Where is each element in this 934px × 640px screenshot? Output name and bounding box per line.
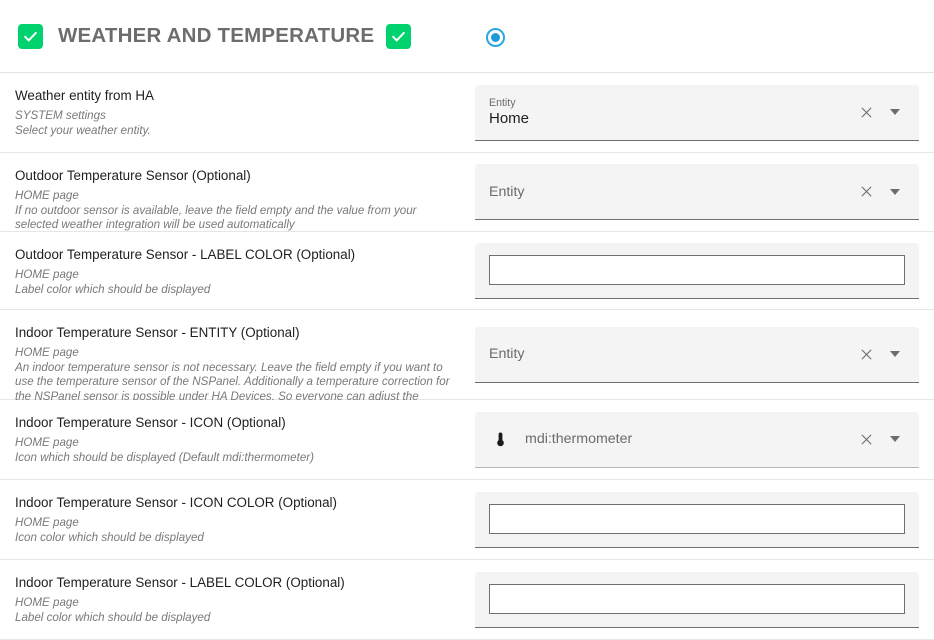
setting-label: Indoor Temperature Sensor - ICON (Option… [15, 415, 286, 430]
setting-help-text: An indoor temperature sensor is not nece… [15, 360, 450, 418]
chevron-down-icon[interactable] [885, 182, 905, 202]
setting-label: Outdoor Temperature Sensor - LABEL COLOR… [15, 247, 356, 262]
setting-label-block: Indoor Temperature Sensor - LABEL COLOR … [0, 560, 474, 639]
setting-label: Weather entity from HA [15, 88, 154, 103]
setting-label-block: Outdoor Temperature Sensor - LABEL COLOR… [0, 232, 474, 309]
color-picker-field[interactable] [475, 571, 919, 628]
setting-row-indoor-icon-color: Indoor Temperature Sensor - ICON COLOR (… [0, 480, 934, 560]
color-swatch-input[interactable] [489, 504, 905, 534]
field-actions [856, 344, 911, 364]
setting-description: HOME page Icon which should be displayed… [15, 436, 456, 465]
setting-control-block: Entity [474, 153, 934, 231]
setting-label-block: Outdoor Temperature Sensor (Optional) HO… [0, 153, 474, 231]
setting-help-text: If no outdoor sensor is available, leave… [15, 203, 417, 232]
setting-row-indoor-temp-entity: Indoor Temperature Sensor - ENTITY (Opti… [0, 310, 934, 417]
entity-select-field[interactable]: Entity Home [475, 84, 919, 141]
entity-select-field[interactable]: Entity [475, 326, 919, 383]
setting-row-indoor-label-color: Indoor Temperature Sensor - LABEL COLOR … [0, 560, 934, 640]
icon-field-value[interactable]: mdi:thermometer [525, 431, 633, 447]
entity-field-placeholder: Entity [489, 346, 525, 362]
setting-label-block: Indoor Temperature Sensor - ICON COLOR (… [0, 480, 474, 559]
color-picker-field[interactable] [475, 491, 919, 548]
field-actions [856, 102, 911, 122]
section-radio-selected[interactable] [484, 26, 506, 48]
section-enable-checkbox-left[interactable] [18, 23, 43, 49]
setting-help-text: Label color which should be displayed [15, 282, 211, 296]
setting-control-block: Entity [474, 310, 934, 399]
setting-description: HOME page If no outdoor sensor is availa… [15, 189, 456, 233]
clear-icon[interactable] [856, 344, 876, 364]
setting-control-block: mdi:thermometer [474, 400, 934, 479]
icon-select-field[interactable]: mdi:thermometer [475, 411, 919, 468]
setting-control-block [474, 560, 934, 639]
setting-control-block: Entity Home [474, 73, 934, 152]
setting-label-block: Weather entity from HA SYSTEM settings S… [0, 73, 474, 152]
setting-description: SYSTEM settings Select your weather enti… [15, 109, 456, 138]
clear-icon[interactable] [856, 182, 876, 202]
section-header: WEATHER AND TEMPERATURE [0, 0, 934, 73]
setting-help-text: Icon which should be displayed (Default … [15, 450, 315, 464]
setting-label: Outdoor Temperature Sensor (Optional) [15, 168, 251, 183]
entity-field-value[interactable]: Home [489, 109, 530, 127]
setting-description: HOME page Icon color which should be dis… [15, 516, 456, 545]
setting-description: HOME page Label color which should be di… [15, 268, 456, 297]
setting-label-block: Indoor Temperature Sensor - ICON (Option… [0, 400, 474, 479]
color-swatch-input[interactable] [489, 584, 905, 614]
setting-help-text: Select your weather entity. [15, 123, 151, 137]
setting-row-outdoor-temp-sensor: Outdoor Temperature Sensor (Optional) HO… [0, 153, 934, 232]
setting-description: HOME page Label color which should be di… [15, 596, 456, 625]
radio-outer-ring [485, 27, 505, 47]
setting-label: Indoor Temperature Sensor - ENTITY (Opti… [15, 325, 300, 340]
color-picker-field[interactable] [475, 242, 919, 299]
setting-label: Indoor Temperature Sensor - LABEL COLOR … [15, 575, 345, 590]
setting-label-block: Indoor Temperature Sensor - ENTITY (Opti… [0, 310, 474, 417]
section-title: WEATHER AND TEMPERATURE [58, 24, 375, 47]
setting-row-indoor-temp-icon: Indoor Temperature Sensor - ICON (Option… [0, 400, 934, 480]
setting-scope: HOME page [15, 189, 79, 202]
entity-select-body: Entity Home [489, 85, 856, 140]
setting-help-text: Label color which should be displayed [15, 610, 211, 624]
setting-help-text: Icon color which should be displayed [15, 530, 204, 544]
setting-row-outdoor-label-color: Outdoor Temperature Sensor - LABEL COLOR… [0, 232, 934, 310]
chevron-down-icon[interactable] [885, 102, 905, 122]
entity-field-placeholder: Entity [489, 183, 525, 200]
setting-row-weather-entity: Weather entity from HA SYSTEM settings S… [0, 73, 934, 153]
thermometer-icon [489, 430, 511, 449]
setting-description: HOME page An indoor temperature sensor i… [15, 346, 456, 419]
setting-label: Indoor Temperature Sensor - ICON COLOR (… [15, 495, 337, 510]
entity-select-stack: Entity Home [489, 85, 529, 140]
chevron-down-icon[interactable] [885, 429, 905, 449]
setting-scope: SYSTEM settings [15, 109, 106, 122]
setting-scope: HOME page [15, 516, 79, 529]
setting-scope: HOME page [15, 268, 79, 281]
setting-scope: HOME page [15, 346, 79, 359]
radio-inner-dot [490, 32, 500, 42]
clear-icon[interactable] [856, 429, 876, 449]
field-actions [856, 429, 911, 449]
color-swatch-input[interactable] [489, 255, 905, 285]
setting-scope: HOME page [15, 596, 79, 609]
entity-select-body: Entity [489, 327, 856, 382]
icon-select-body: mdi:thermometer [525, 412, 856, 467]
setting-control-block [474, 480, 934, 559]
entity-select-body: Entity [489, 164, 856, 219]
clear-icon[interactable] [856, 102, 876, 122]
entity-select-field[interactable]: Entity [475, 164, 919, 220]
setting-scope: HOME page [15, 436, 79, 449]
setting-control-block [474, 232, 934, 309]
section-enable-checkbox-right[interactable] [386, 23, 412, 49]
chevron-down-icon[interactable] [885, 344, 905, 364]
entity-field-label: Entity [489, 96, 516, 109]
field-actions [856, 182, 911, 202]
